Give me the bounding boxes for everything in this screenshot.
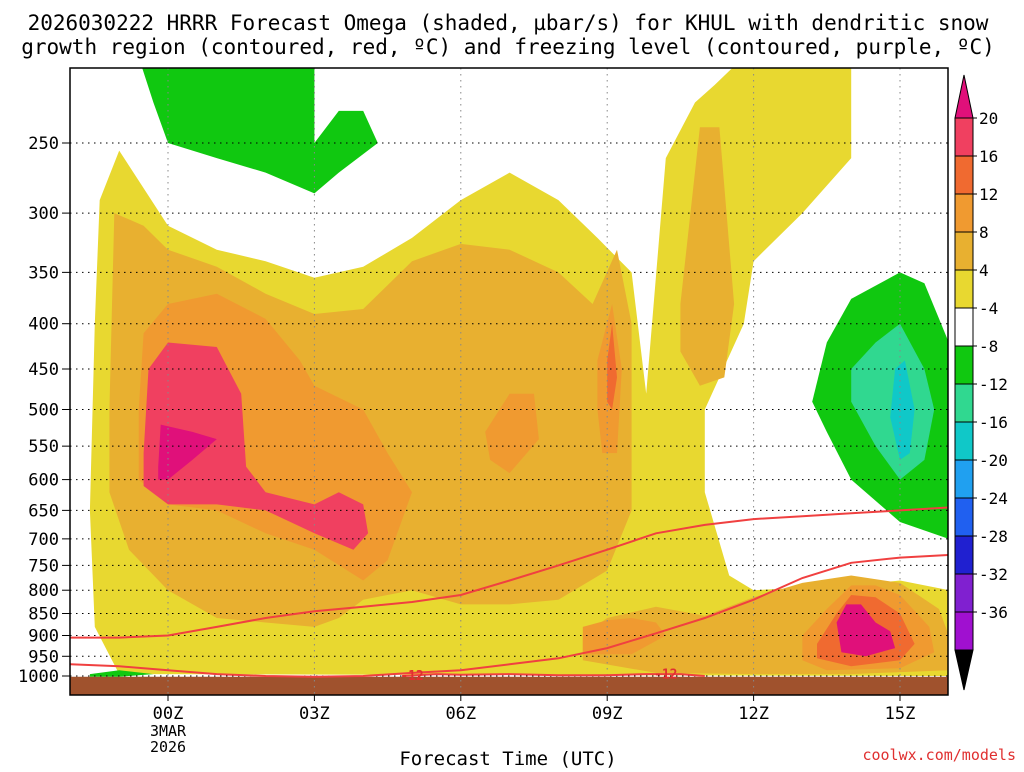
colorbar-label-2: 12 — [979, 185, 998, 204]
colorbar-segment-3 — [954, 231, 974, 271]
omega-region-neg12-19 — [890, 360, 915, 460]
chart-title-line-2: growth region (contoured, red, ºC) and f… — [21, 35, 995, 59]
y-tick-label-400: 400 — [28, 315, 59, 335]
colorbar-segment-2 — [954, 193, 974, 233]
colorbar-label-7: -12 — [979, 375, 1008, 394]
colorbar-top-arrow — [954, 74, 974, 119]
y-tick-label-700: 700 — [28, 530, 59, 550]
plot-content: -12 -12 — [70, 68, 948, 695]
x-tick-sublabel-0: 3MAR — [150, 722, 187, 740]
omega-region-pos8-3 — [680, 127, 735, 386]
colorbar-bottom-arrow — [954, 649, 974, 691]
colorbar-label-11: -28 — [979, 527, 1008, 546]
colorbar-label-3: 8 — [979, 223, 989, 242]
x-tick-label-00Z: 00Z — [153, 704, 184, 724]
omega-region-pos12-8 — [582, 618, 666, 655]
y-tick-label-450: 450 — [28, 360, 59, 380]
colorbar-label-1: 16 — [979, 147, 998, 166]
contour-line-2 — [402, 673, 705, 677]
colorbar-segment-12 — [954, 573, 974, 613]
colorbar-label-12: -32 — [979, 565, 1008, 584]
plot-area: -12 -12 250 300 350 400 450 500 550 600 650 700 750 8… — [18, 67, 949, 756]
omega-region-neg4-15 — [142, 68, 378, 194]
chart-title-line-1: 2026030222 HRRR Forecast Omega (shaded, … — [28, 11, 989, 35]
colorbar-segment-8 — [954, 421, 974, 461]
y-tick-label-950: 950 — [28, 647, 59, 667]
colorbar-segment-6 — [954, 345, 974, 385]
colorbar-segment-4 — [954, 269, 974, 309]
colorbar-label-4: 4 — [979, 261, 989, 280]
y-tick-label-900: 900 — [28, 626, 59, 646]
colorbar-segment-9 — [954, 459, 974, 499]
x-tick-label-03Z: 03Z — [299, 704, 330, 724]
y-tick-label-650: 650 — [28, 501, 59, 521]
colorbar-segment-11 — [954, 535, 974, 575]
y-tick-label-600: 600 — [28, 471, 59, 491]
omega-region-pos12-7 — [485, 393, 539, 474]
omega-region-pos20-12 — [143, 342, 369, 550]
colorbar-segment-0 — [954, 117, 974, 157]
omega-region-pos16-10 — [607, 323, 617, 410]
y-tick-label-800: 800 — [28, 581, 59, 601]
y-tick-label-550: 550 — [28, 437, 59, 457]
y-tick-label-500: 500 — [28, 401, 59, 421]
y-tick-label-300: 300 — [28, 204, 59, 224]
grid — [70, 68, 948, 695]
credit-text: coolwx.com/models — [862, 746, 1016, 764]
x-axis-label: Forecast Time (UTC) — [399, 748, 616, 768]
colorbar-segment-5 — [954, 307, 974, 347]
omega-region-neg4-17 — [89, 670, 154, 677]
colorbar-label-13: -36 — [979, 603, 1008, 622]
omega-region-pos24-14 — [836, 604, 896, 657]
colorbar-label-6: -8 — [979, 337, 998, 356]
colorbar-segment-13 — [954, 611, 974, 651]
contour-line-0 — [70, 506, 948, 639]
colorbar-segment-1 — [954, 155, 974, 195]
x-tick-sublabel-1: 2026 — [150, 738, 186, 756]
colorbar: 20 16 12 8 4 -4 -8 -12 -16 -20 -24 -28 -32 -36 — [954, 74, 1008, 691]
colorbar-segment-10 — [954, 497, 974, 537]
plot-frame — [69, 67, 949, 696]
y-tick-label-250: 250 — [28, 134, 59, 154]
y-tick-label-750: 750 — [28, 556, 59, 576]
colorbar-label-9: -20 — [979, 451, 1008, 470]
contour-label-1: -12 — [654, 667, 677, 682]
y-tick-label-350: 350 — [28, 263, 59, 283]
colorbar-label-5: -4 — [979, 299, 998, 318]
x-tick-label-12Z: 12Z — [738, 704, 769, 724]
x-tick-label-15Z: 15Z — [885, 704, 916, 724]
contour-label-0: -12 — [400, 669, 423, 684]
colorbar-segment-7 — [954, 383, 974, 423]
y-tick-label-1000: 1000 — [18, 667, 59, 687]
contour-line-1 — [70, 554, 948, 678]
x-tick-label-06Z: 06Z — [445, 704, 476, 724]
colorbar-label-0: 20 — [979, 109, 998, 128]
ground-strip — [70, 676, 948, 695]
colorbar-label-10: -24 — [979, 489, 1008, 508]
y-tick-label-850: 850 — [28, 605, 59, 625]
x-tick-label-09Z: 09Z — [592, 704, 623, 724]
colorbar-label-8: -16 — [979, 413, 1008, 432]
omega-region-pos24-13 — [158, 424, 217, 480]
